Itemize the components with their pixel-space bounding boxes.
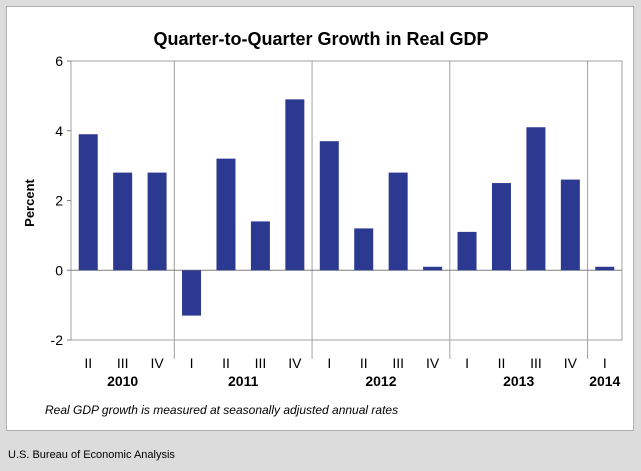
bar — [560, 179, 580, 271]
chart-title: Quarter-to-Quarter Growth in Real GDP — [153, 29, 488, 49]
quarter-label: II — [360, 355, 368, 371]
bar — [285, 99, 305, 271]
bar — [182, 270, 202, 316]
quarter-label: IV — [426, 355, 440, 371]
quarter-label: I — [603, 355, 607, 371]
quarter-label: III — [530, 355, 542, 371]
quarter-label: I — [327, 355, 331, 371]
bar — [319, 141, 339, 271]
bar — [250, 221, 270, 271]
year-label: 2010 — [107, 373, 138, 389]
bar — [423, 266, 443, 271]
y-tick-label: 4 — [55, 123, 63, 139]
year-label: 2012 — [365, 373, 396, 389]
y-tick-label: 2 — [55, 193, 63, 209]
quarter-label: I — [190, 355, 194, 371]
year-label: 2013 — [503, 373, 534, 389]
chart-note: Real GDP growth is measured at seasonall… — [45, 403, 398, 417]
y-tick-label: -2 — [51, 332, 64, 348]
y-tick-label: 0 — [55, 262, 63, 278]
bar — [491, 183, 511, 271]
quarter-label: IV — [288, 355, 302, 371]
quarter-label: II — [222, 355, 230, 371]
quarter-label: I — [465, 355, 469, 371]
year-label: 2014 — [589, 373, 620, 389]
bar — [113, 172, 133, 271]
source-credit: U.S. Bureau of Economic Analysis — [8, 449, 175, 461]
quarter-label: III — [117, 355, 129, 371]
bar — [595, 266, 615, 271]
chart-panel: Quarter-to-Quarter Growth in Real GDP Pe… — [6, 6, 634, 431]
year-label: 2011 — [228, 373, 259, 389]
bar — [216, 158, 236, 271]
quarter-label: IV — [150, 355, 164, 371]
quarter-label: III — [392, 355, 404, 371]
y-axis-label: Percent — [22, 178, 37, 226]
bar — [526, 127, 546, 271]
bar — [78, 134, 98, 271]
quarter-label: IV — [564, 355, 578, 371]
bar — [354, 228, 374, 271]
quarter-label: II — [84, 355, 92, 371]
bar — [388, 172, 408, 271]
bar — [147, 172, 167, 271]
quarter-label: III — [255, 355, 267, 371]
gdp-bar-chart: Quarter-to-Quarter Growth in Real GDP Pe… — [22, 29, 623, 417]
quarter-label: II — [498, 355, 506, 371]
y-tick-label: 6 — [55, 53, 63, 69]
bar — [457, 231, 477, 271]
